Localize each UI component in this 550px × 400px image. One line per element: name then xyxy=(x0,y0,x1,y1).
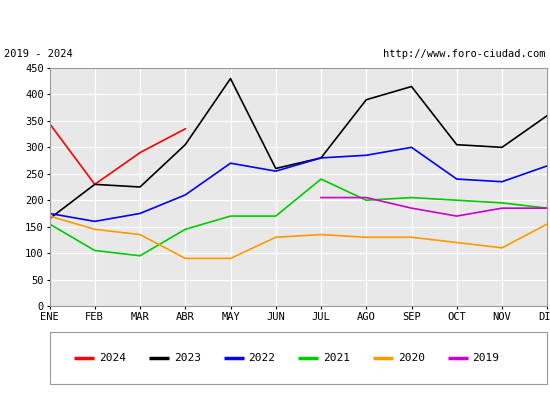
Text: 2023: 2023 xyxy=(174,353,201,363)
Text: Evolucion Nº Turistas Extranjeros en el municipio de Perales de Tajuña: Evolucion Nº Turistas Extranjeros en el … xyxy=(0,14,550,28)
Text: 2020: 2020 xyxy=(398,353,425,363)
Text: 2019: 2019 xyxy=(472,353,499,363)
Text: 2024: 2024 xyxy=(100,353,126,363)
Text: 2019 - 2024: 2019 - 2024 xyxy=(4,49,73,59)
Text: http://www.foro-ciudad.com: http://www.foro-ciudad.com xyxy=(383,49,546,59)
Text: 2022: 2022 xyxy=(249,353,276,363)
Text: 2021: 2021 xyxy=(323,353,350,363)
FancyBboxPatch shape xyxy=(50,332,547,384)
